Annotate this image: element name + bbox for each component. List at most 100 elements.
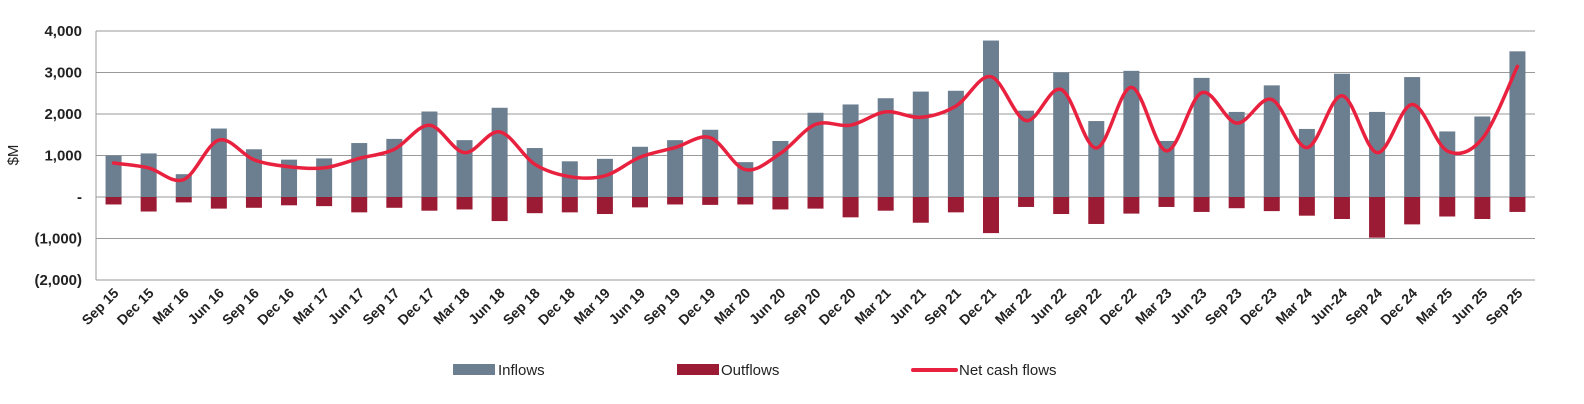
outflow-bar bbox=[982, 197, 999, 234]
inflow-bar bbox=[1474, 116, 1491, 197]
outflow-bar bbox=[316, 197, 333, 207]
outflow-bar bbox=[1193, 197, 1210, 212]
x-tick-label: Dec 22 bbox=[1096, 285, 1139, 328]
outflow-bars bbox=[105, 197, 1526, 238]
x-tick-label: Mar 16 bbox=[149, 285, 192, 328]
inflow-bar bbox=[1263, 85, 1280, 197]
legend-label-outflows: Outflows bbox=[721, 362, 779, 379]
inflow-bar bbox=[1369, 111, 1386, 197]
outflow-bar bbox=[281, 197, 298, 206]
outflow-bar bbox=[105, 197, 122, 205]
outflow-bar bbox=[1018, 197, 1035, 207]
inflow-bar bbox=[351, 143, 368, 197]
y-axis-label: $M bbox=[5, 145, 22, 166]
inflow-bar bbox=[561, 161, 578, 197]
x-tick-label: Mar 18 bbox=[430, 285, 473, 328]
inflow-bar bbox=[140, 153, 157, 197]
outflow-bar bbox=[667, 197, 684, 205]
x-tick-label: Sep 25 bbox=[1482, 285, 1525, 328]
x-tick-label: Sep 18 bbox=[500, 285, 543, 328]
y-tick-label: 3,000 bbox=[44, 65, 82, 82]
legend-swatch-inflows bbox=[453, 364, 495, 375]
inflow-bar bbox=[667, 140, 684, 197]
net-cash-flows-line bbox=[111, 64, 1520, 183]
inflow-bar bbox=[596, 158, 613, 197]
outflow-bar bbox=[877, 197, 894, 211]
x-tick-label: Jun 19 bbox=[605, 285, 648, 328]
outflow-bar bbox=[175, 197, 192, 203]
x-tick-label: Sep 22 bbox=[1061, 285, 1104, 328]
outflow-bar bbox=[632, 197, 649, 208]
outflow-bar bbox=[210, 197, 227, 209]
outflow-bar bbox=[1369, 197, 1386, 238]
inflow-bar bbox=[1228, 111, 1245, 197]
x-tick-label: Jun 21 bbox=[886, 285, 929, 328]
x-tick-label: Jun 20 bbox=[746, 285, 789, 328]
y-tick-label: 4,000 bbox=[44, 23, 82, 40]
x-tick-label: Mar 21 bbox=[851, 285, 894, 328]
legend-item-inflows: Inflows bbox=[453, 362, 545, 379]
x-tick-label: Mar 24 bbox=[1272, 285, 1315, 328]
legend-label-net-cash-flows: Net cash flows bbox=[959, 362, 1057, 379]
inflow-bar bbox=[1088, 121, 1105, 197]
inflow-bar bbox=[210, 128, 227, 197]
outflow-bar bbox=[1298, 197, 1315, 216]
outflow-bar bbox=[1439, 197, 1456, 217]
inflow-bar bbox=[1123, 70, 1140, 197]
x-tick-label: Jun 17 bbox=[325, 285, 368, 328]
inflow-bar bbox=[386, 138, 403, 197]
outflow-bar bbox=[1333, 197, 1350, 219]
inflow-bar bbox=[1404, 77, 1421, 197]
outflow-bar bbox=[1123, 197, 1140, 214]
x-tick-label: Dec 16 bbox=[254, 285, 297, 328]
outflow-bar bbox=[491, 197, 508, 222]
x-tick-label: Jun 25 bbox=[1448, 285, 1491, 328]
y-axis-ticks: 4,000 3,000 2,000 1,000 - (1,000) (2,000) bbox=[34, 23, 82, 289]
x-tick-label: Mar 25 bbox=[1413, 285, 1456, 328]
inflow-bar bbox=[912, 91, 929, 197]
x-tick-label: Sep 15 bbox=[78, 285, 121, 328]
y-tick-label: 2,000 bbox=[44, 106, 82, 123]
x-tick-label: Dec 15 bbox=[114, 285, 157, 328]
x-tick-label: Jun 23 bbox=[1167, 285, 1210, 328]
x-tick-label: Jun 22 bbox=[1027, 285, 1070, 328]
x-tick-label: Sep 19 bbox=[640, 285, 683, 328]
inflow-bar bbox=[1509, 51, 1526, 198]
inflow-bar bbox=[421, 111, 438, 197]
x-tick-label: Dec 17 bbox=[394, 285, 437, 328]
inflow-bar bbox=[1053, 72, 1070, 197]
y-tick-label: 1,000 bbox=[44, 148, 82, 165]
inflow-bar bbox=[281, 159, 298, 197]
outflow-bar bbox=[1509, 197, 1526, 212]
legend-label-inflows: Inflows bbox=[498, 362, 545, 379]
inflow-bar bbox=[1158, 140, 1175, 197]
x-tick-label: Dec 24 bbox=[1377, 285, 1420, 328]
outflow-bar bbox=[1088, 197, 1105, 224]
outflow-bar bbox=[561, 197, 578, 213]
x-tick-label: Sep 20 bbox=[780, 285, 823, 328]
inflow-bar bbox=[982, 40, 999, 197]
x-tick-label: Sep 17 bbox=[359, 285, 402, 328]
x-tick-label: Dec 21 bbox=[956, 285, 999, 328]
inflow-bar bbox=[1298, 128, 1315, 197]
net-cash-flows-path bbox=[111, 64, 1520, 183]
outflow-bar bbox=[386, 197, 403, 208]
outflow-bar bbox=[807, 197, 824, 209]
inflow-bar bbox=[702, 129, 719, 197]
x-tick-label: Jun 16 bbox=[184, 285, 227, 328]
legend: Inflows Outflows Net cash flows bbox=[453, 362, 1057, 379]
x-tick-label: Dec 20 bbox=[815, 285, 858, 328]
inflow-bar bbox=[526, 148, 543, 197]
outflow-bar bbox=[596, 197, 613, 215]
inflow-bar bbox=[316, 158, 333, 197]
x-tick-label: Mar 23 bbox=[1132, 285, 1175, 328]
x-tick-label: Sep 23 bbox=[1202, 285, 1245, 328]
inflow-bar bbox=[1018, 110, 1035, 197]
y-tick-label: (1,000) bbox=[34, 231, 82, 248]
outflow-bar bbox=[526, 197, 543, 214]
inflow-bar bbox=[105, 155, 122, 197]
legend-item-outflows: Outflows bbox=[677, 362, 779, 379]
y-tick-label: - bbox=[77, 189, 82, 206]
